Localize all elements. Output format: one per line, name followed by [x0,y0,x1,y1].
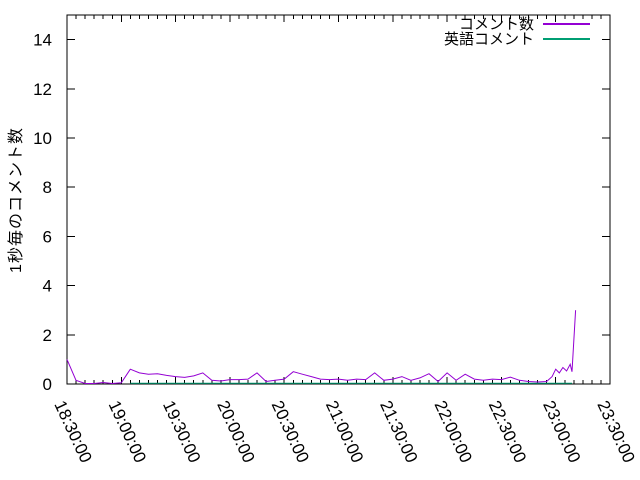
legend-item-comments: コメント数 [458,16,590,33]
x-tick-label: 22:00:00 [430,398,475,466]
y-tick-label: 14 [33,31,52,50]
y-tick-label: 6 [43,227,52,246]
x-tick-label: 20:30:00 [268,398,313,466]
x-tick-label: 23:30:00 [593,398,638,466]
x-tick-label: 23:00:00 [539,398,584,466]
x-tick-label: 18:30:00 [50,398,95,466]
legend-label-english-comments: 英語コメント [443,31,534,48]
legend-line-swatch-english-comments [543,37,590,40]
y-tick-label: 4 [43,277,52,296]
series-line-0 [66,310,577,385]
legend-item-english-comments: 英語コメント [443,31,590,48]
y-tick-label: 0 [43,375,52,394]
y-tick-label: 2 [43,326,52,345]
x-tick-label: 21:00:00 [322,398,367,466]
legend-label-comments: コメント数 [458,16,534,33]
y-axis-label: 1秒毎のコメント数 [8,127,25,273]
x-tick-label: 19:00:00 [105,398,150,466]
x-tick-label: 21:30:00 [376,398,421,466]
x-tick-label: 19:30:00 [159,398,204,466]
x-tick-label: 22:30:00 [485,398,530,466]
y-tick-label: 12 [33,80,52,99]
y-tick-label: 8 [43,178,52,197]
y-tick-label: 10 [33,129,52,148]
plot-border [66,14,611,385]
legend-line-swatch-comments [543,22,590,25]
legend: コメント数 英語コメント [443,16,590,48]
x-tick-label: 20:00:00 [213,398,258,466]
